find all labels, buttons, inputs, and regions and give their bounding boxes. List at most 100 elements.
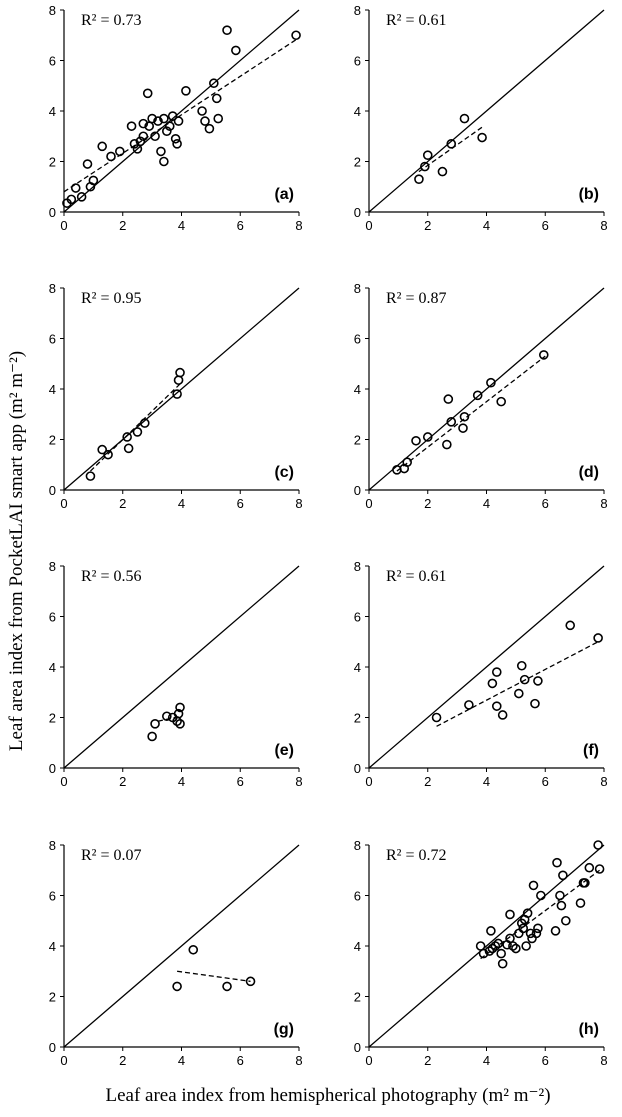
data-point: [150, 131, 160, 142]
y-tick-label: 8: [354, 281, 361, 296]
x-tick-label: 6: [237, 218, 244, 233]
data-point: [464, 700, 474, 710]
data-point: [556, 900, 567, 911]
data-point: [115, 146, 125, 157]
data-point: [514, 928, 524, 939]
data-point: [138, 118, 149, 129]
data-point: [477, 132, 487, 143]
data-point: [122, 432, 132, 442]
data-point: [522, 908, 533, 918]
data-point: [493, 938, 504, 949]
panel-label: (f): [583, 742, 599, 759]
data-point: [558, 870, 568, 881]
data-point: [222, 981, 232, 992]
x-tick-label: 2: [424, 218, 431, 233]
data-point: [528, 880, 539, 891]
panel-label: (b): [579, 186, 599, 203]
data-point: [487, 678, 498, 689]
x-tick-label: 6: [237, 774, 244, 789]
r-squared-label: R² = 0.56: [81, 568, 142, 585]
y-tick-label: 0: [49, 483, 56, 498]
x-tick-label: 0: [365, 218, 372, 233]
x-tick-label: 6: [237, 1053, 244, 1068]
y-tick-label: 4: [354, 382, 361, 397]
regression-fit-line: [418, 125, 484, 173]
data-point: [536, 890, 546, 901]
data-point: [213, 113, 224, 124]
regression-fit-line: [177, 970, 251, 982]
data-point: [147, 731, 157, 742]
r-squared-label: R² = 0.87: [386, 290, 447, 307]
data-point: [97, 444, 107, 455]
data-point: [561, 915, 571, 926]
x-tick-label: 0: [365, 1053, 372, 1068]
x-tick-label: 0: [60, 1053, 67, 1068]
data-point: [533, 923, 543, 934]
panel-h: 0 2 4 6 8 0 2 4 6 8 R² = 0.72 (h): [354, 838, 608, 1068]
y-tick-label: 2: [354, 990, 361, 1005]
data-point: [550, 926, 561, 936]
x-tick-label: 6: [542, 1053, 549, 1068]
x-tick-label: 0: [365, 774, 372, 789]
data-point: [172, 981, 182, 992]
data-point: [484, 946, 495, 956]
data-point: [106, 151, 116, 162]
regression-fit-line: [63, 37, 300, 193]
panel-label: (g): [274, 1021, 294, 1038]
data-point: [181, 86, 191, 96]
data-point: [511, 943, 521, 954]
panel-f: 0 2 4 6 8 0 2 4 6 8 R² = 0.61 (f): [354, 559, 608, 789]
data-point: [487, 943, 498, 954]
panel-label: (e): [274, 742, 294, 759]
r-squared-label: R² = 0.61: [386, 12, 447, 29]
data-point: [411, 435, 421, 446]
data-point: [103, 449, 113, 460]
data-point: [514, 688, 524, 699]
data-point: [491, 667, 502, 677]
data-point: [200, 116, 210, 126]
y-tick-label: 6: [49, 889, 56, 904]
data-point: [521, 941, 531, 951]
y-tick-label: 2: [354, 433, 361, 448]
y-tick-label: 6: [49, 332, 56, 347]
one-to-one-line: [368, 844, 605, 1048]
data-point: [172, 139, 182, 149]
data-point: [188, 944, 199, 955]
data-point: [584, 862, 595, 873]
regression-fit-line: [396, 355, 546, 472]
y-tick-label: 8: [354, 3, 361, 18]
regression-fit-line: [89, 383, 181, 472]
y-tick-label: 2: [354, 711, 361, 726]
data-point: [147, 113, 157, 124]
y-tick-label: 0: [49, 1040, 56, 1055]
y-tick-label: 4: [354, 104, 361, 119]
data-point: [472, 390, 483, 401]
data-point: [129, 139, 140, 149]
data-point: [175, 702, 185, 713]
data-point: [156, 146, 166, 157]
y-tick-label: 2: [49, 990, 56, 1005]
data-point: [565, 620, 576, 631]
one-to-one-line: [63, 844, 300, 1048]
x-tick-label: 8: [295, 218, 302, 233]
y-tick-label: 0: [49, 761, 56, 776]
data-point: [431, 712, 442, 723]
data-point: [123, 443, 134, 454]
data-point: [132, 427, 143, 437]
data-point: [70, 183, 81, 193]
data-point: [525, 928, 536, 939]
y-axis-title: Leaf area index from PocketLAI smart app…: [6, 351, 27, 751]
one-to-one-line: [63, 9, 300, 213]
y-tick-label: 0: [354, 483, 361, 498]
data-point: [446, 417, 457, 427]
y-tick-label: 8: [354, 559, 361, 574]
data-point: [496, 948, 506, 959]
panels: 0 2 4 6 8 0 2 4 6 8 R² = 0.73 (a) 0 2 4 6 8 0 2 4 6 8 R² = 0.6…: [49, 3, 608, 1068]
one-to-one-line: [368, 565, 605, 769]
data-point: [497, 710, 508, 720]
data-point: [135, 136, 146, 147]
data-point: [593, 840, 603, 850]
y-tick-label: 2: [49, 433, 56, 448]
data-point: [85, 471, 96, 481]
x-tick-label: 0: [60, 774, 67, 789]
